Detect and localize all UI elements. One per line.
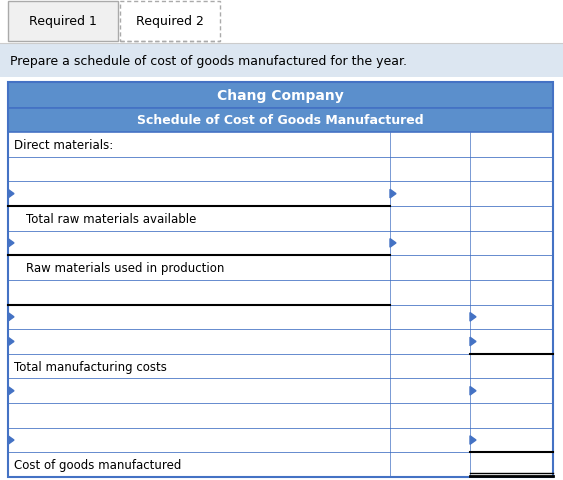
Bar (8, 305, 553, 329)
Polygon shape (8, 386, 14, 395)
Bar (8, 453, 553, 477)
Bar (8, 157, 553, 182)
Bar (8, 428, 553, 453)
Text: Total raw materials available: Total raw materials available (26, 212, 196, 225)
Bar (8, 403, 553, 428)
Polygon shape (470, 313, 476, 322)
Polygon shape (8, 436, 14, 444)
Bar (8, 83, 553, 477)
Polygon shape (470, 337, 476, 346)
Bar (0, 44, 563, 78)
Polygon shape (8, 337, 14, 346)
Text: Cost of goods manufactured: Cost of goods manufactured (14, 458, 181, 471)
Bar (8, 2, 118, 42)
Bar (8, 329, 553, 354)
Bar (8, 83, 553, 109)
Text: Total manufacturing costs: Total manufacturing costs (14, 360, 167, 373)
Bar (8, 354, 553, 379)
Polygon shape (8, 239, 14, 248)
Text: Raw materials used in production: Raw materials used in production (26, 262, 225, 275)
Bar (8, 133, 553, 157)
Bar (8, 109, 553, 133)
Bar (120, 2, 220, 42)
Bar (8, 256, 553, 280)
Polygon shape (8, 190, 14, 199)
Bar (8, 206, 553, 231)
Text: Direct materials:: Direct materials: (14, 139, 113, 152)
Bar (8, 182, 553, 206)
Bar (8, 280, 553, 305)
Polygon shape (8, 313, 14, 322)
Bar (8, 231, 553, 256)
Text: Prepare a schedule of cost of goods manufactured for the year.: Prepare a schedule of cost of goods manu… (10, 54, 407, 67)
Polygon shape (390, 239, 396, 248)
Bar (8, 379, 553, 403)
Polygon shape (470, 436, 476, 444)
Text: Schedule of Cost of Goods Manufactured: Schedule of Cost of Goods Manufactured (137, 114, 424, 127)
Polygon shape (390, 190, 396, 199)
Text: Required 2: Required 2 (136, 15, 204, 28)
Text: Required 1: Required 1 (29, 15, 97, 28)
Text: Chang Company: Chang Company (217, 89, 344, 103)
Polygon shape (470, 386, 476, 395)
